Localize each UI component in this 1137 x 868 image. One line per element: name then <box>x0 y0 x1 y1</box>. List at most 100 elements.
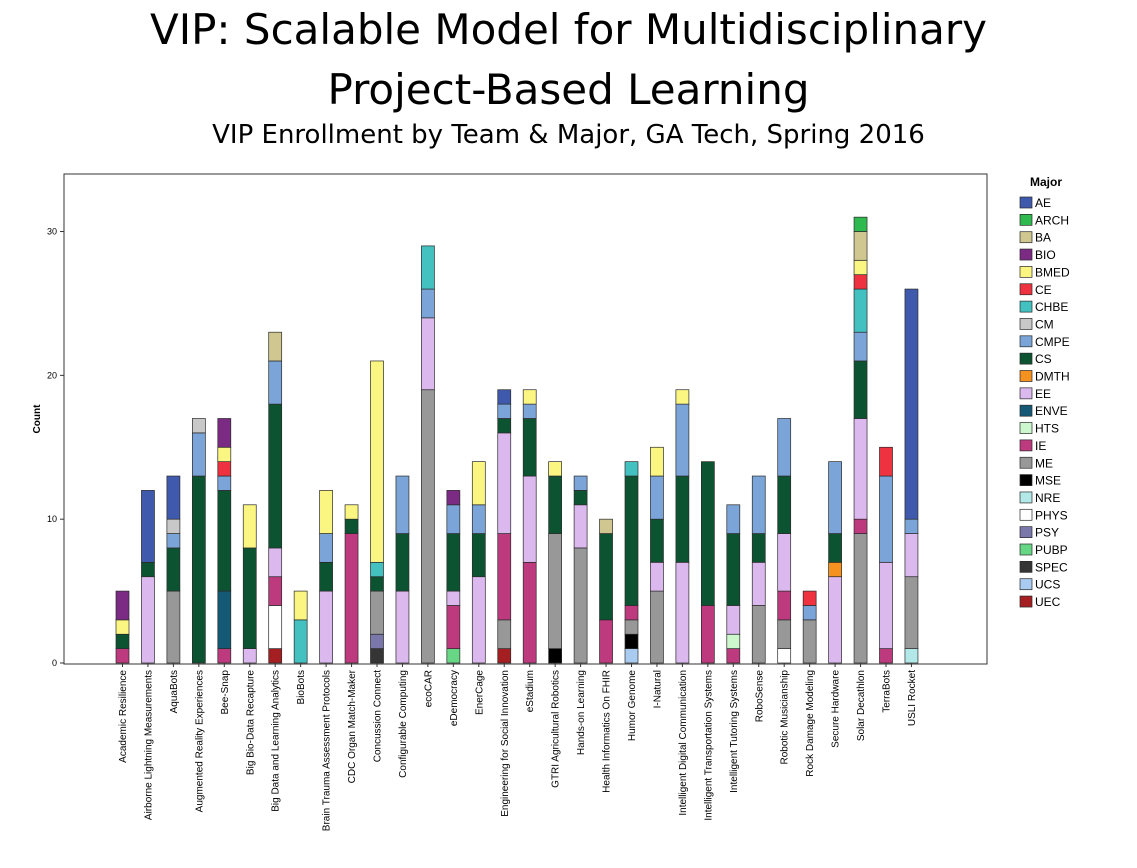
bar-segment-cmpe <box>675 403 690 477</box>
y-axis-label: Count <box>32 404 43 434</box>
legend-item-uec: UEC <box>1019 595 1061 609</box>
bar-humor-genome <box>624 461 639 664</box>
bar-engineering-for-social-innovation <box>497 389 512 664</box>
legend-swatch <box>1019 491 1033 504</box>
legend-swatch <box>1019 352 1033 365</box>
bar-segment-ee <box>828 576 842 664</box>
bar-segment-ee <box>522 475 537 563</box>
bar-segment-ee <box>497 432 512 534</box>
bar-segment-ee <box>650 561 664 592</box>
x-tick-label: USLI Rocket <box>907 670 918 726</box>
bar-segment-bio <box>115 590 130 621</box>
bar-segment-cs <box>522 418 537 477</box>
legend-item-cs: CS <box>1019 352 1052 366</box>
x-tick-label: I-Natural <box>652 670 663 708</box>
legend-label: CHBE <box>1035 300 1068 314</box>
bar-intelligent-transportation-systems <box>700 461 715 664</box>
bar-segment-bmed <box>853 259 868 276</box>
x-tick-label: Intelligent Digital Communication <box>678 670 689 816</box>
bar-segment-bmed <box>471 461 486 506</box>
bar-segment-ee <box>879 561 893 649</box>
bar-segment-chbe <box>293 619 308 664</box>
bar-segment-cs <box>141 561 155 578</box>
legend-swatch <box>1019 370 1033 382</box>
bar-segment-cs <box>548 475 563 534</box>
bar-big-bio-data-recapture <box>242 504 257 664</box>
chart-title: VIP Enrollment by Team & Major, GA Tech,… <box>212 120 925 150</box>
bar-cdc-organ-match-maker <box>344 504 359 664</box>
bar-enercage <box>471 461 486 664</box>
bar-segment-ee <box>421 317 435 391</box>
bar-segment-cs <box>675 475 690 563</box>
legend-swatch <box>1019 543 1033 556</box>
x-tick-label: Big Data and Learning Analytics <box>271 670 282 812</box>
bar-segment-ce <box>802 590 817 606</box>
bar-segment-ie <box>268 576 283 606</box>
bar-segment-me <box>624 619 639 635</box>
bar-segment-nre <box>904 648 919 664</box>
legend-label: ENVE <box>1035 404 1068 418</box>
bar-segment-cs <box>115 633 130 649</box>
legend-label: HTS <box>1035 422 1059 436</box>
bar-segment-cs <box>599 533 613 621</box>
bar-segment-ce <box>217 461 232 477</box>
bar-segment-mse <box>624 633 639 649</box>
bar-segment-uec <box>268 648 283 664</box>
y-axis: 0 10 20 30 <box>47 227 64 668</box>
legend-label: IE <box>1035 439 1046 453</box>
legend-label: BIO <box>1035 248 1056 262</box>
legend-item-bio: BIO <box>1019 248 1056 262</box>
bar-segment-mse <box>548 648 563 664</box>
bar-edemocracy <box>446 490 461 664</box>
bar-segment-me <box>370 590 384 635</box>
x-tick-label: Bee-Snap <box>220 670 231 715</box>
legend-item-pubp: PUBP <box>1019 543 1068 557</box>
x-tick-label: TerraBots <box>882 670 893 713</box>
bar-intelligent-tutoring-systems <box>726 504 741 664</box>
bar-segment-cmpe <box>166 533 181 549</box>
bar-segment-me <box>650 590 664 664</box>
legend-label: ME <box>1035 456 1053 470</box>
bar-robotic-musicianship <box>777 418 792 664</box>
legend-item-ae: AE <box>1019 196 1051 210</box>
bar-health-informatics-on-fhir <box>599 518 613 664</box>
bar-segment-ie <box>726 648 741 664</box>
bar-robosense <box>751 475 766 664</box>
bar-segment-cmpe <box>650 475 664 520</box>
bar-segment-bmed <box>217 446 232 462</box>
legend-item-enve: ENVE <box>1019 404 1068 418</box>
bar-segment-cs <box>217 490 232 592</box>
bar-segment-cs <box>166 547 181 592</box>
legend-swatch <box>1019 387 1033 400</box>
legend-label: CMPE <box>1035 335 1070 349</box>
legend-swatch <box>1019 526 1033 539</box>
bar-concussion-connect <box>370 360 384 664</box>
bar-segment-uec <box>497 648 512 664</box>
legend-label: MSE <box>1035 474 1061 488</box>
bar-segment-cmpe <box>853 331 868 362</box>
bar-segment-ie <box>777 590 792 621</box>
x-tick-label: BioBots <box>296 670 307 704</box>
x-tick-label: Academic Resilience <box>118 670 129 763</box>
bar-segment-dmth <box>828 561 842 578</box>
legend-label: SPEC <box>1035 560 1068 574</box>
bar-segment-cmpe <box>319 533 333 563</box>
x-tick-label: Intelligent Transportation Systems <box>703 670 714 821</box>
bar-segment-ce <box>879 446 893 477</box>
legend-item-me: ME <box>1019 456 1053 470</box>
bar-segment-cm <box>166 518 181 534</box>
bar-secure-hardware <box>828 461 842 664</box>
bar-segment-ae <box>497 389 512 405</box>
bar-segment-ee <box>141 576 155 664</box>
bar-segment-cs <box>344 518 359 534</box>
legend-swatch <box>1019 300 1033 313</box>
legend-label: UCS <box>1035 578 1060 592</box>
legend-label: EE <box>1035 387 1051 401</box>
y-tick-label: 10 <box>47 514 57 524</box>
legend-swatch <box>1019 231 1033 244</box>
bar-segment-cmpe <box>802 605 817 621</box>
x-tick-label: AquaBots <box>169 670 180 713</box>
y-tick-label: 30 <box>47 227 57 237</box>
bar-segment-cmpe <box>751 475 766 534</box>
x-tick-label: Airborne Lightning Measurements <box>143 670 154 820</box>
